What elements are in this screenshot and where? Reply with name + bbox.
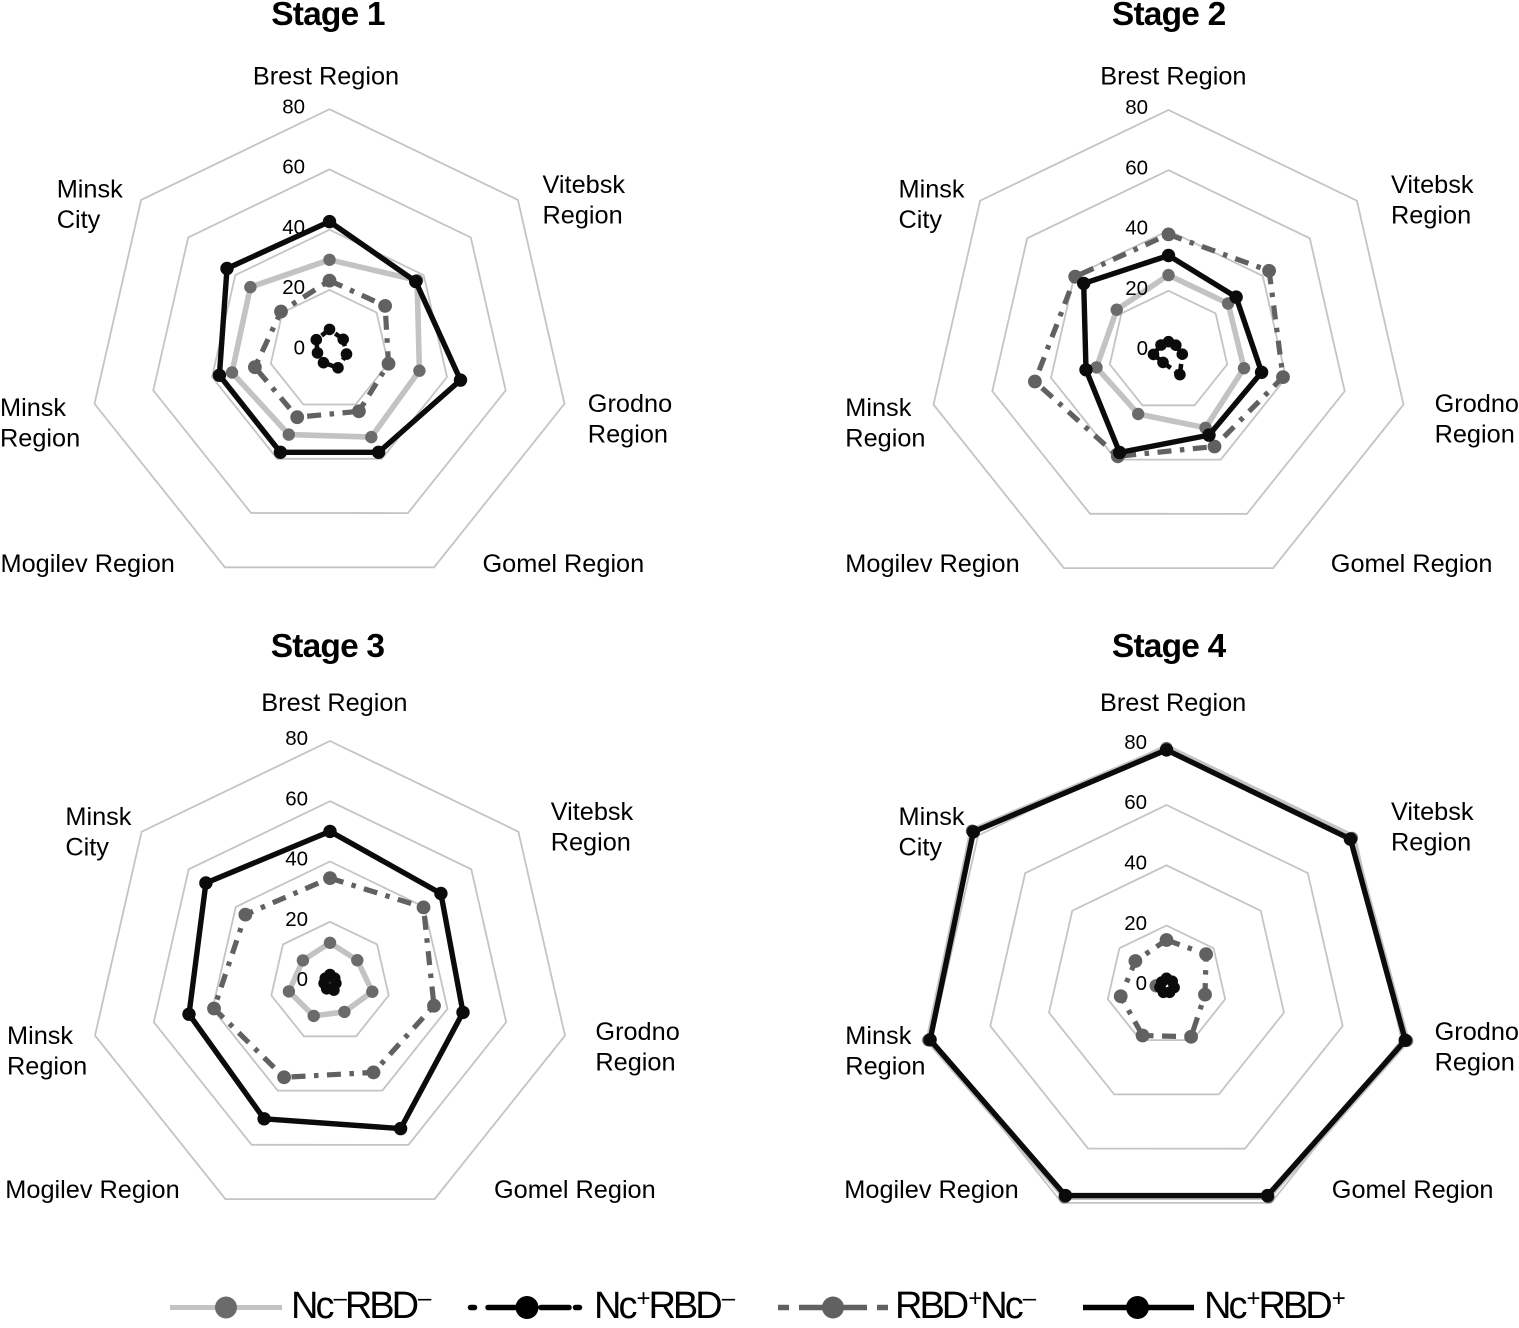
- svg-text:Region: Region: [1435, 420, 1515, 448]
- svg-text:Gomel Region: Gomel Region: [1332, 1176, 1494, 1204]
- svg-text:60: 60: [282, 156, 305, 179]
- svg-text:Grodno: Grodno: [588, 390, 672, 418]
- svg-text:Mogilev Region: Mogilev Region: [1, 550, 175, 578]
- svg-text:Stage 4: Stage 4: [1112, 628, 1227, 665]
- svg-text:0: 0: [1136, 972, 1147, 995]
- svg-text:City: City: [899, 206, 943, 234]
- svg-text:60: 60: [1124, 791, 1147, 814]
- svg-text:Region: Region: [551, 829, 631, 857]
- svg-text:Minsk: Minsk: [899, 175, 965, 203]
- svg-text:Vitebsk: Vitebsk: [543, 171, 626, 199]
- svg-text:Region: Region: [588, 420, 668, 448]
- svg-text:Stage 2: Stage 2: [1112, 0, 1226, 33]
- svg-text:Brest Region: Brest Region: [1100, 689, 1246, 717]
- svg-text:40: 40: [1124, 852, 1147, 875]
- svg-text:20: 20: [1124, 912, 1147, 935]
- svg-text:Gomel Region: Gomel Region: [494, 1176, 656, 1204]
- svg-text:Region: Region: [1391, 829, 1471, 857]
- svg-text:0: 0: [297, 968, 308, 991]
- svg-text:Stage 1: Stage 1: [271, 0, 385, 33]
- svg-text:Brest Region: Brest Region: [253, 63, 399, 91]
- svg-text:40: 40: [282, 216, 305, 239]
- svg-text:Mogilev Region: Mogilev Region: [5, 1176, 179, 1204]
- svg-text:Mogilev Region: Mogilev Region: [844, 1176, 1018, 1204]
- svg-text:0: 0: [294, 336, 305, 359]
- svg-text:60: 60: [285, 788, 308, 811]
- svg-text:40: 40: [285, 848, 308, 871]
- svg-text:40: 40: [1125, 217, 1148, 240]
- svg-text:Grodno: Grodno: [595, 1018, 679, 1046]
- svg-text:0: 0: [1137, 337, 1148, 360]
- svg-text:Minsk: Minsk: [7, 1022, 73, 1050]
- svg-text:Region: Region: [7, 1052, 87, 1080]
- svg-text:Stage 3: Stage 3: [271, 628, 385, 665]
- svg-text:60: 60: [1125, 156, 1148, 179]
- svg-text:20: 20: [1125, 277, 1148, 300]
- svg-text:Minsk: Minsk: [845, 394, 911, 422]
- svg-text:Vitebsk: Vitebsk: [1391, 171, 1474, 199]
- svg-text:Grodno: Grodno: [1435, 390, 1519, 418]
- svg-text:RBD+Nc–: RBD+Nc–: [895, 1285, 1037, 1327]
- svg-text:Minsk: Minsk: [65, 803, 131, 831]
- svg-text:City: City: [899, 834, 943, 862]
- svg-text:20: 20: [285, 908, 308, 931]
- svg-text:City: City: [65, 834, 109, 862]
- svg-text:Region: Region: [845, 1052, 925, 1080]
- svg-text:Region: Region: [1435, 1049, 1515, 1077]
- svg-text:20: 20: [282, 276, 305, 299]
- svg-text:Vitebsk: Vitebsk: [551, 798, 634, 826]
- svg-text:Region: Region: [595, 1049, 675, 1077]
- svg-text:Nc–RBD–: Nc–RBD–: [291, 1285, 432, 1327]
- svg-text:Grodno: Grodno: [1435, 1018, 1519, 1046]
- svg-text:80: 80: [1125, 96, 1148, 119]
- svg-text:80: 80: [285, 727, 308, 750]
- svg-text:Region: Region: [845, 425, 925, 453]
- svg-text:Minsk: Minsk: [845, 1022, 911, 1050]
- svg-text:Minsk: Minsk: [0, 394, 66, 422]
- svg-text:Minsk: Minsk: [899, 803, 965, 831]
- svg-text:80: 80: [282, 95, 305, 118]
- svg-text:Region: Region: [543, 202, 623, 230]
- svg-text:Brest Region: Brest Region: [1100, 62, 1246, 90]
- svg-text:Gomel Region: Gomel Region: [483, 550, 645, 578]
- svg-text:Mogilev Region: Mogilev Region: [845, 550, 1019, 578]
- svg-text:80: 80: [1124, 731, 1147, 754]
- svg-text:Minsk: Minsk: [57, 176, 123, 204]
- svg-text:Vitebsk: Vitebsk: [1391, 798, 1474, 826]
- svg-text:Region: Region: [1391, 202, 1471, 230]
- svg-text:Region: Region: [0, 424, 80, 452]
- svg-text:Gomel Region: Gomel Region: [1331, 550, 1493, 578]
- svg-text:Nc+RBD+: Nc+RBD+: [1204, 1285, 1345, 1327]
- svg-text:Brest Region: Brest Region: [261, 689, 407, 717]
- svg-text:City: City: [57, 206, 101, 234]
- svg-text:Nc+RBD–: Nc+RBD–: [594, 1285, 736, 1327]
